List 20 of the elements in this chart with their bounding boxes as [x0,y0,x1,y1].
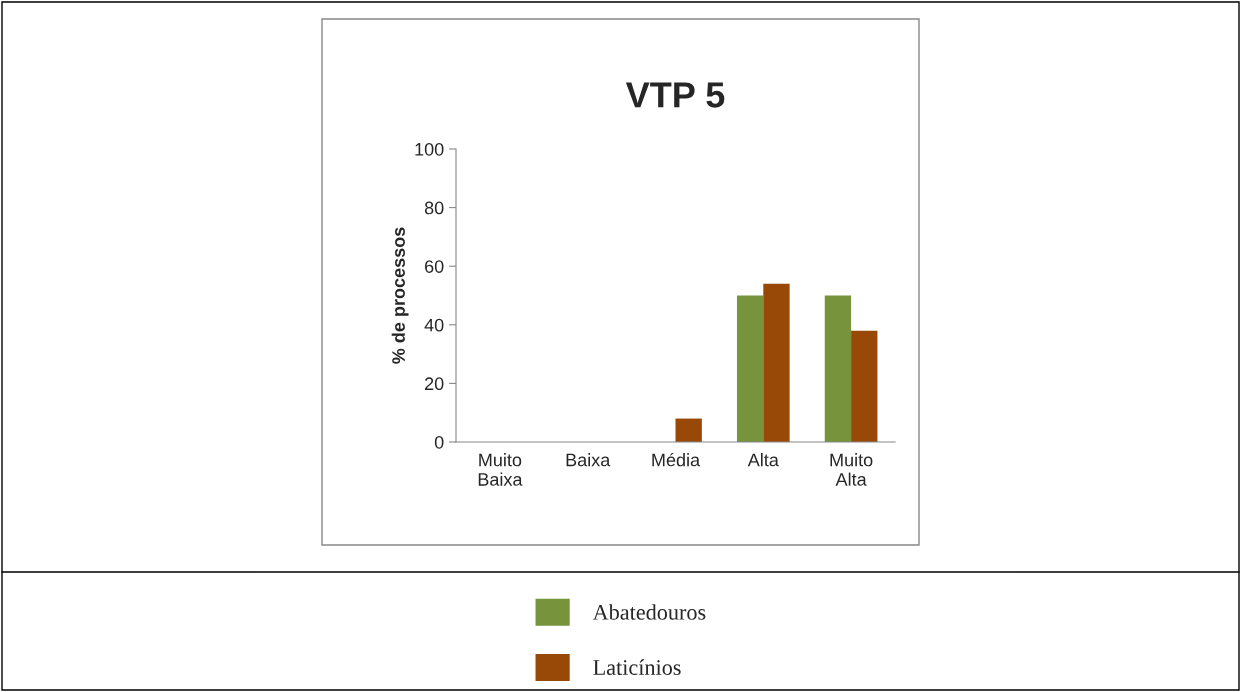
bar [824,295,852,442]
legend-label: Abatedouros [592,604,706,620]
x-tick-label: Muito Baixa [478,453,523,486]
bar [675,418,702,442]
y-tick-label: 100 [415,142,444,156]
y-tick-label: 80 [424,201,444,215]
x-tick-label: Muito Alta [830,453,873,486]
legend-label: Laticínios [593,659,681,675]
chart-title: VTP 5 [625,82,725,108]
y-tick-label: 60 [425,260,444,273]
x-tick-label: Média [652,452,701,467]
bar [736,295,764,442]
y-tick-label: 20 [425,377,444,391]
bar [763,283,790,442]
x-tick-label: Baixa [566,453,611,467]
y-tick-label: 40 [424,318,444,332]
bar [851,330,878,442]
y-axis-title: % de processos [391,227,409,364]
y-tick-label: 0 [434,435,444,449]
x-tick-label: Alta [747,453,779,467]
